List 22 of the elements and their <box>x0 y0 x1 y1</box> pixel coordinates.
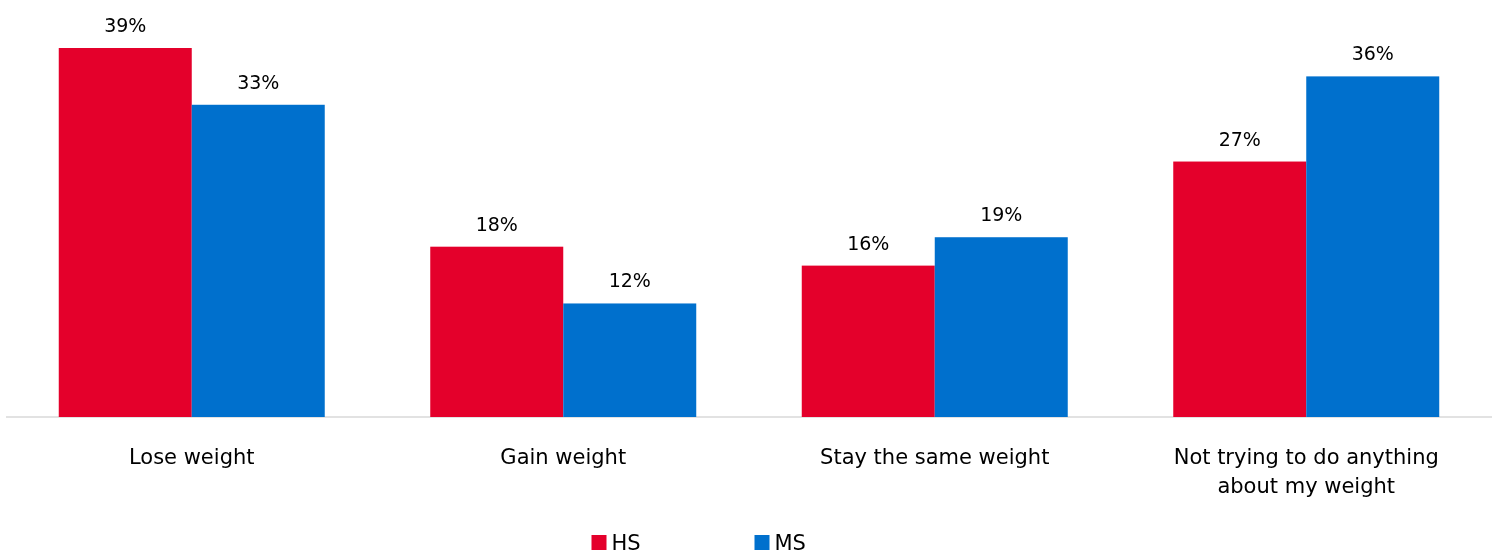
legend-label: HS <box>611 531 641 555</box>
bar <box>801 265 935 417</box>
data-label: 33% <box>237 70 280 93</box>
data-label: 18% <box>475 212 518 235</box>
legend-label: MS <box>774 531 806 555</box>
bar <box>430 246 564 417</box>
bar <box>563 303 697 417</box>
bar <box>934 237 1068 417</box>
data-label: 19% <box>980 203 1023 226</box>
data-label: 12% <box>608 269 651 292</box>
data-label: 27% <box>1218 127 1261 150</box>
data-label: 39% <box>104 14 147 36</box>
bar <box>58 48 192 417</box>
x-tick-label: Stay the same weight <box>820 445 1050 469</box>
x-tick-label: Not trying to do anything about my weight <box>1173 445 1439 498</box>
bar <box>1173 161 1307 417</box>
x-tick-label: Lose weight <box>128 445 255 469</box>
bar <box>1306 76 1440 417</box>
data-label: 36% <box>1351 42 1394 65</box>
bar <box>191 104 325 417</box>
x-tick-label: Gain weight <box>500 445 627 469</box>
data-label: 16% <box>847 231 890 254</box>
